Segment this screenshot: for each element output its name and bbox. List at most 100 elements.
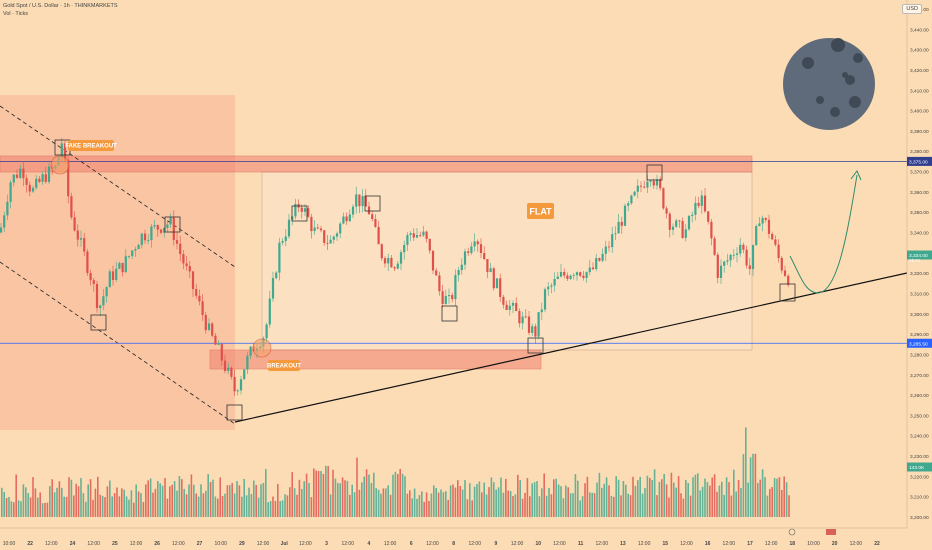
- volume-bar: [269, 501, 272, 517]
- flat-label-bg: [527, 203, 554, 219]
- candle-body: [518, 311, 521, 324]
- candle-body: [569, 275, 572, 279]
- support-price-tag: 3,285.50: [909, 341, 928, 347]
- candle-body: [470, 246, 473, 253]
- volume-bar: [349, 494, 351, 517]
- candle-body: [454, 275, 457, 300]
- volume-bar: [481, 492, 483, 517]
- candle-body: [531, 326, 534, 333]
- candle-body: [505, 304, 508, 310]
- candle-body: [166, 224, 169, 228]
- candle-body: [511, 302, 515, 306]
- candle-body: [121, 262, 124, 273]
- candle-body: [751, 245, 755, 270]
- volume-bar: [291, 472, 293, 517]
- price-tick-label: 3,250.00: [910, 413, 929, 419]
- candle-body: [524, 316, 527, 318]
- volume-bar: [212, 479, 214, 517]
- candle-body: [639, 185, 643, 187]
- volume-bar: [459, 485, 461, 517]
- volume-value-tag: 143.0K: [909, 465, 925, 471]
- volume-bar: [399, 468, 401, 517]
- volume-bar: [325, 465, 327, 517]
- volume-bar: [368, 474, 370, 517]
- candle-body: [134, 249, 137, 251]
- candle-body: [182, 254, 185, 264]
- candle-body: [710, 221, 713, 239]
- volume-bar: [711, 477, 713, 517]
- volume-bar: [44, 502, 46, 517]
- volume-bar: [747, 482, 749, 517]
- time-tick-label: 12:00: [553, 541, 566, 547]
- volume-bar: [500, 477, 502, 517]
- candle-body: [585, 272, 588, 278]
- volume-bar: [341, 477, 344, 517]
- volume-bar: [584, 483, 586, 517]
- volume-bar: [620, 495, 622, 517]
- volume-bar: [502, 492, 505, 517]
- volume-bar: [687, 482, 689, 517]
- candle-body: [425, 231, 428, 239]
- candle-body: [556, 276, 559, 280]
- volume-bar: [118, 496, 121, 517]
- volume-bar: [332, 469, 334, 517]
- volume-bar: [236, 481, 238, 517]
- price-tick-label: 3,370.00: [910, 170, 929, 176]
- candle-body: [662, 188, 665, 209]
- candle-body: [742, 244, 745, 250]
- candle-body: [92, 280, 95, 284]
- candle-body: [428, 238, 431, 251]
- volume-bar: [361, 482, 363, 517]
- volume-bar: [183, 488, 185, 517]
- candle-body: [361, 196, 364, 207]
- volume-bar: [649, 477, 651, 517]
- volume-bar: [373, 472, 375, 517]
- candle-body: [403, 244, 406, 253]
- volume-bar: [517, 474, 519, 517]
- candle-body: [559, 272, 563, 277]
- volume-bar: [123, 489, 125, 517]
- price-tick-label: 3,410.00: [910, 88, 929, 94]
- volume-bar: [10, 501, 13, 517]
- volume-bar: [730, 495, 733, 517]
- volume-bar: [279, 501, 281, 517]
- volume-bar: [639, 476, 641, 517]
- currency-label[interactable]: USD: [902, 4, 922, 14]
- volume-bar: [370, 482, 373, 517]
- time-tick-label: 9: [495, 541, 498, 547]
- candle-body: [201, 301, 204, 315]
- candle-body: [611, 234, 614, 248]
- volume-bar: [637, 480, 639, 517]
- volume-bar: [272, 496, 274, 517]
- price-tick-label: 3,350.00: [910, 210, 929, 216]
- volume-bar: [286, 495, 289, 517]
- candle-body: [419, 235, 422, 236]
- volume-bar: [466, 499, 469, 517]
- volume-bar: [709, 485, 711, 517]
- candle-body: [406, 235, 409, 245]
- candle-body: [483, 253, 486, 260]
- volume-bar: [173, 481, 176, 517]
- volume-bar: [255, 485, 257, 517]
- candle-body: [614, 233, 617, 235]
- volume-bar: [689, 495, 692, 517]
- volume-bar: [550, 494, 553, 517]
- candle-body: [755, 226, 758, 246]
- volume-bar: [555, 478, 557, 517]
- candle-body: [143, 233, 147, 241]
- candle-body: [371, 214, 374, 220]
- volume-bar: [706, 482, 709, 517]
- candle-body: [179, 243, 182, 255]
- volume-bar: [718, 485, 721, 517]
- volume-bar: [344, 480, 346, 517]
- volume-bar: [281, 500, 284, 517]
- volume-bar: [757, 482, 759, 517]
- volume-bar: [315, 470, 317, 517]
- candle-body: [700, 195, 703, 206]
- volume-bar: [617, 479, 620, 517]
- volume-bar: [536, 481, 538, 517]
- candle-body: [156, 225, 159, 230]
- candle-body: [300, 207, 303, 212]
- flat-range-box: [261, 171, 753, 351]
